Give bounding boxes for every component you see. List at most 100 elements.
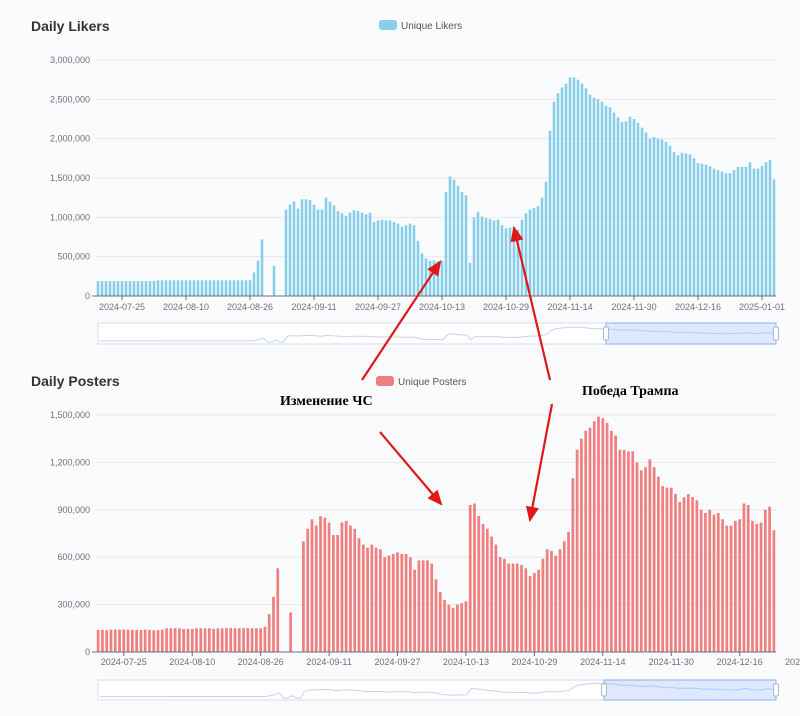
bar[interactable] — [112, 281, 116, 296]
bar[interactable] — [199, 628, 203, 652]
bar[interactable] — [143, 629, 147, 652]
bar[interactable] — [348, 212, 352, 296]
bar[interactable] — [468, 505, 472, 652]
bar[interactable] — [584, 88, 588, 296]
bar[interactable] — [490, 536, 493, 652]
bar[interactable] — [120, 281, 124, 296]
bar[interactable] — [640, 127, 644, 297]
bar[interactable] — [376, 220, 380, 296]
bar[interactable] — [562, 541, 566, 652]
bar[interactable] — [413, 569, 416, 652]
bar[interactable] — [537, 569, 541, 652]
bar[interactable] — [746, 505, 750, 652]
bar[interactable] — [597, 416, 600, 652]
bar[interactable] — [404, 554, 408, 652]
bar[interactable] — [176, 280, 180, 296]
bar[interactable] — [494, 544, 498, 652]
bar[interactable] — [680, 152, 684, 296]
bar[interactable] — [744, 166, 748, 296]
bar[interactable] — [571, 478, 575, 652]
bar[interactable] — [742, 503, 746, 652]
slider-selection[interactable] — [605, 322, 777, 345]
bar[interactable] — [764, 162, 768, 296]
bar[interactable] — [756, 168, 760, 296]
bar[interactable] — [657, 476, 660, 652]
bar[interactable] — [361, 544, 365, 652]
bar[interactable] — [608, 107, 612, 296]
bar[interactable] — [631, 451, 635, 652]
bar[interactable] — [485, 528, 489, 652]
bar[interactable] — [304, 199, 308, 296]
bar[interactable] — [118, 629, 121, 652]
bar[interactable] — [340, 213, 344, 296]
bar[interactable] — [379, 549, 382, 652]
bar[interactable] — [212, 628, 215, 652]
bar[interactable] — [436, 261, 440, 296]
bar[interactable] — [400, 226, 404, 296]
bar[interactable] — [708, 166, 712, 296]
bar[interactable] — [664, 141, 668, 296]
bar[interactable] — [609, 430, 613, 652]
bar[interactable] — [669, 487, 673, 652]
bar[interactable] — [460, 603, 464, 652]
bar[interactable] — [725, 525, 729, 652]
bar[interactable] — [276, 568, 280, 652]
bar[interactable] — [178, 628, 181, 652]
bar[interactable] — [204, 280, 208, 296]
bar[interactable] — [575, 449, 579, 652]
bar[interactable] — [751, 520, 754, 652]
bar[interactable] — [452, 179, 456, 296]
bar[interactable] — [464, 601, 468, 652]
posters-legend[interactable]: Unique Posters — [376, 376, 466, 388]
bar[interactable] — [545, 549, 549, 652]
bar[interactable] — [620, 122, 624, 297]
bar[interactable] — [628, 116, 632, 296]
bar[interactable] — [173, 628, 177, 652]
bar[interactable] — [755, 524, 759, 652]
bar[interactable] — [524, 568, 528, 652]
bar[interactable] — [596, 99, 600, 296]
bar[interactable] — [256, 260, 260, 296]
bar[interactable] — [512, 226, 516, 296]
bar[interactable] — [302, 541, 305, 652]
bar[interactable] — [622, 449, 626, 652]
bar[interactable] — [696, 163, 700, 296]
bar[interactable] — [237, 628, 241, 652]
bar[interactable] — [618, 449, 622, 652]
bar[interactable] — [144, 281, 148, 296]
bar[interactable] — [734, 520, 737, 652]
bar[interactable] — [420, 253, 424, 296]
bar[interactable] — [156, 280, 160, 296]
bar[interactable] — [601, 418, 605, 652]
bar[interactable] — [688, 154, 692, 296]
bar[interactable] — [368, 212, 372, 296]
slider-handle[interactable] — [601, 683, 607, 697]
bar[interactable] — [712, 514, 716, 652]
bar[interactable] — [272, 266, 276, 296]
bar[interactable] — [648, 459, 652, 652]
bar[interactable] — [716, 170, 720, 296]
slider-handle[interactable] — [773, 683, 779, 697]
bar[interactable] — [233, 628, 237, 652]
bar[interactable] — [128, 281, 132, 296]
bar[interactable] — [699, 509, 703, 652]
bar[interactable] — [488, 218, 492, 296]
bar[interactable] — [160, 280, 164, 296]
bar[interactable] — [232, 280, 236, 296]
bar[interactable] — [572, 77, 576, 296]
bar[interactable] — [616, 117, 620, 297]
bar[interactable] — [101, 629, 104, 652]
bar[interactable] — [438, 591, 442, 652]
bar[interactable] — [391, 554, 395, 652]
bar[interactable] — [476, 211, 480, 296]
bar[interactable] — [430, 563, 434, 652]
bar[interactable] — [588, 427, 592, 652]
bar[interactable] — [759, 522, 763, 652]
bar[interactable] — [732, 170, 736, 296]
bar[interactable] — [484, 218, 488, 296]
bar[interactable] — [122, 629, 126, 652]
bar[interactable] — [541, 558, 545, 652]
bar[interactable] — [182, 628, 186, 652]
bar[interactable] — [724, 173, 728, 296]
bar[interactable] — [207, 628, 211, 652]
